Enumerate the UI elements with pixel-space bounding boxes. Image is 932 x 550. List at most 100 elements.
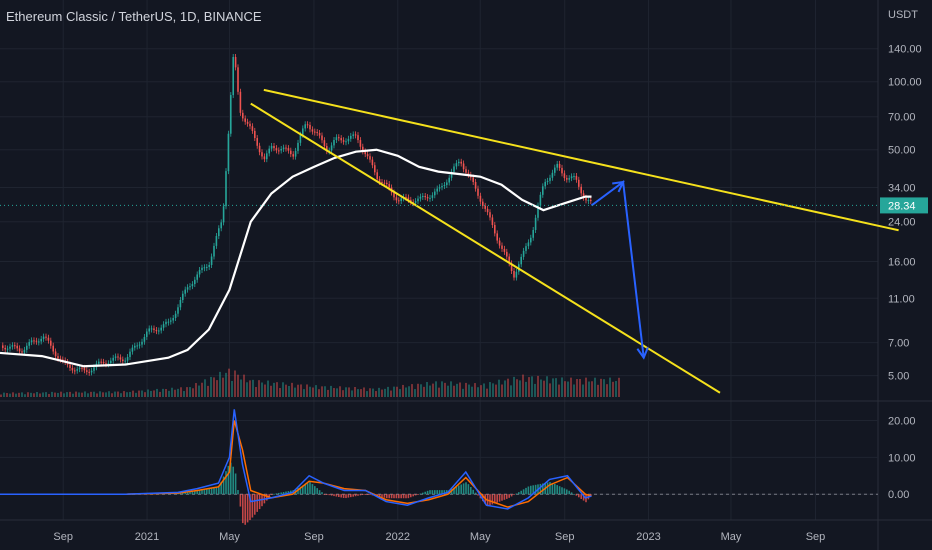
volume-bar — [606, 384, 608, 397]
volume-bar — [171, 387, 173, 397]
osc-histogram-bar — [556, 485, 558, 495]
candle — [263, 156, 266, 160]
volume-bar — [441, 381, 443, 397]
volume-bar — [201, 382, 203, 397]
candle — [549, 177, 551, 181]
candle — [354, 134, 357, 136]
candle — [227, 133, 230, 172]
volume-bar — [270, 385, 272, 397]
osc-histogram-bar — [518, 492, 520, 495]
candle — [520, 256, 522, 265]
candle — [522, 250, 525, 257]
candle — [525, 246, 527, 251]
candle — [220, 222, 222, 229]
candle — [321, 135, 323, 141]
volume-bar — [15, 393, 17, 397]
volume-bar — [195, 383, 197, 397]
volume-bar — [588, 381, 590, 397]
candle — [186, 287, 189, 290]
time-tick-label: 2022 — [386, 531, 410, 543]
candle — [45, 336, 47, 338]
volume-bar — [123, 391, 125, 397]
osc-histogram-bar — [254, 494, 256, 515]
candle — [78, 367, 81, 370]
osc-histogram-bar — [378, 494, 381, 497]
price-unit-label: USDT — [888, 9, 918, 21]
volume-bar — [315, 385, 317, 397]
symbol-title[interactable]: Ethereum Classic / TetherUS, 1D, BINANCE — [6, 9, 262, 24]
volume-bar — [396, 386, 398, 397]
osc-histogram-bar — [280, 492, 282, 495]
volume-bar — [438, 387, 440, 397]
volume-bar — [555, 378, 557, 397]
volume-bar — [549, 383, 551, 397]
candle — [330, 145, 333, 151]
candle — [424, 195, 426, 198]
osc-histogram-bar — [398, 494, 400, 499]
candle — [9, 346, 11, 349]
candle — [527, 242, 530, 247]
candle — [532, 229, 534, 238]
volume-bar — [60, 391, 62, 397]
osc-histogram-bar — [359, 494, 362, 496]
volume-bar — [273, 382, 275, 397]
time-tick-label: Sep — [806, 531, 826, 543]
candle — [395, 197, 398, 201]
osc-histogram-bar — [527, 486, 530, 495]
candle — [107, 363, 110, 365]
candle — [81, 367, 83, 369]
candle — [563, 173, 566, 179]
candle — [554, 167, 556, 173]
candle — [112, 357, 114, 361]
osc-histogram-bar — [405, 494, 407, 499]
candle — [558, 163, 561, 168]
osc-histogram-bar — [232, 466, 234, 495]
osc-histogram-bar — [210, 487, 213, 495]
volume-bar — [393, 386, 395, 397]
candle — [62, 359, 64, 361]
candle — [270, 145, 273, 149]
candle — [28, 342, 30, 346]
volume-bar — [504, 380, 506, 397]
candle — [371, 159, 374, 166]
volume-bar — [105, 392, 107, 397]
candle — [460, 161, 462, 164]
volume-bar — [360, 389, 362, 397]
candle — [436, 188, 438, 192]
volume-bar — [483, 383, 485, 397]
candle — [254, 130, 256, 139]
volume-bar — [609, 377, 611, 397]
candle — [285, 147, 287, 149]
osc-histogram-bar — [318, 490, 321, 495]
osc-histogram-bar — [282, 492, 285, 495]
candle — [102, 361, 105, 364]
osc-histogram-bar — [390, 494, 393, 499]
volume-bar — [567, 381, 569, 397]
candle — [381, 181, 383, 183]
volume-bar — [432, 383, 434, 397]
candle — [434, 191, 436, 196]
osc-histogram-bar — [426, 490, 429, 495]
osc-histogram-bar — [321, 492, 323, 495]
osc-histogram-bar — [215, 486, 218, 495]
volume-bar — [465, 382, 467, 397]
osc-histogram-bar — [364, 494, 366, 495]
osc-histogram-bar — [362, 494, 364, 495]
osc-histogram-bar — [335, 494, 338, 497]
candle — [57, 356, 59, 359]
candle — [551, 172, 554, 178]
candle — [410, 199, 412, 203]
candle — [316, 132, 318, 134]
candle — [266, 153, 268, 160]
time-tick-label: May — [721, 531, 742, 543]
volume-bar — [471, 386, 473, 397]
volume-bar — [552, 378, 554, 397]
volume-bar — [183, 391, 185, 397]
osc-tick-label: 0.00 — [888, 489, 909, 501]
volume-bar — [0, 394, 2, 397]
volume-bar — [366, 391, 368, 397]
candle — [160, 327, 162, 331]
volume-bar — [513, 376, 515, 397]
volume-bar — [93, 391, 95, 397]
